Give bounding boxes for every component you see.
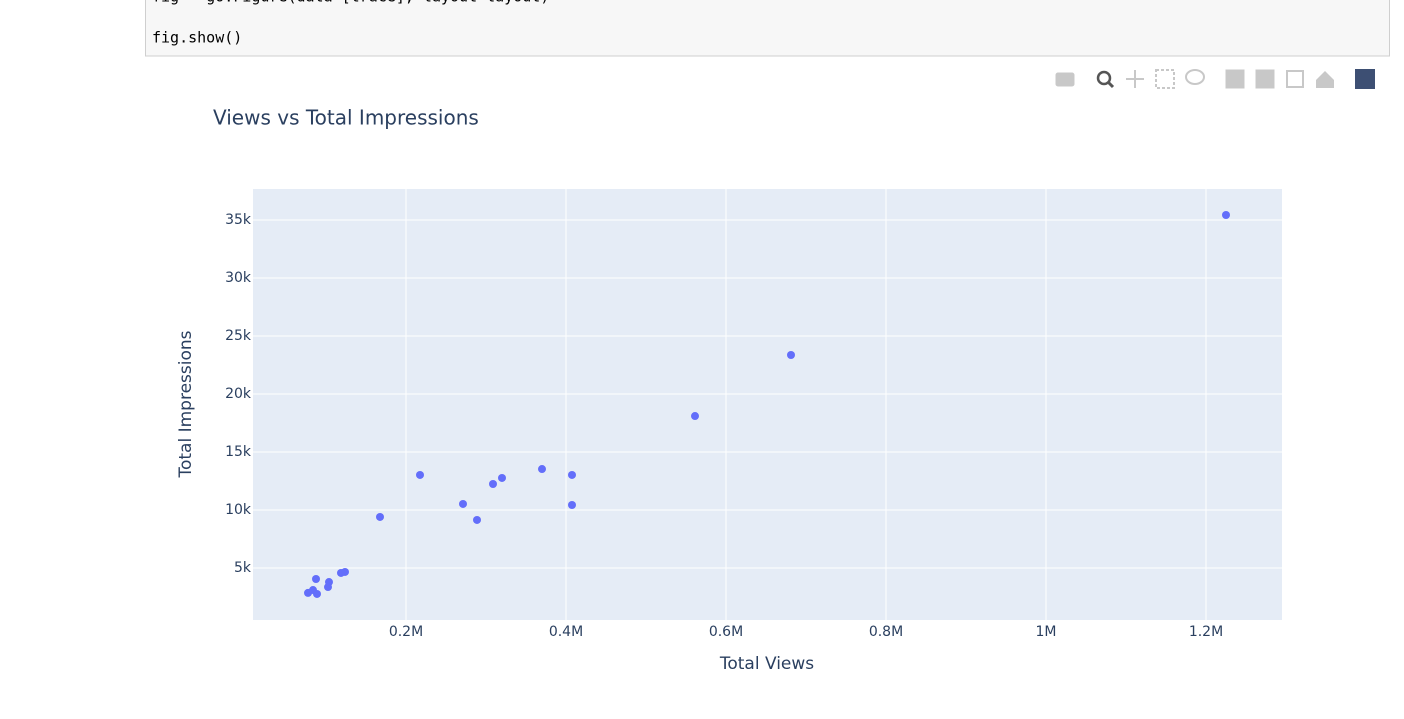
zoom-in-icon[interactable] — [1225, 69, 1245, 89]
point — [568, 501, 576, 510]
y-tick-label: 35k — [225, 212, 252, 228]
pan-icon[interactable] — [1126, 70, 1144, 88]
y-axis-title: Total Impressions — [176, 330, 196, 478]
x-tick-label: 0.4M — [549, 624, 583, 640]
y-tick-label: 10k — [225, 502, 252, 518]
y-tick-label: 15k — [225, 444, 252, 460]
point — [304, 588, 312, 597]
autoscale-icon[interactable] — [1286, 70, 1304, 88]
point — [312, 575, 320, 584]
code-line: fig = go.Figure(data=[trace], layout=lay… — [152, 0, 549, 6]
point — [337, 568, 345, 577]
point — [313, 589, 321, 598]
zoom-icon[interactable] — [1096, 70, 1112, 86]
point — [568, 470, 576, 479]
x-axis-title: Total Views — [719, 654, 814, 674]
camera-icon[interactable] — [1055, 72, 1075, 87]
code-cell[interactable] — [145, 0, 1390, 57]
plotly-logo[interactable] — [1355, 69, 1375, 89]
point — [473, 515, 481, 524]
chart-title: Views vs Total Impressions — [213, 106, 479, 130]
zoom-out-icon[interactable] — [1255, 69, 1275, 89]
reset-icon[interactable] — [1316, 71, 1334, 88]
point — [538, 465, 546, 474]
zoom-icon-handle — [1106, 80, 1115, 89]
modebar — [1055, 69, 1375, 89]
box-select-icon[interactable] — [1155, 69, 1175, 89]
x-tick-label: 1.2M — [1189, 624, 1223, 640]
y-tick-label: 5k — [234, 560, 252, 576]
point — [1222, 210, 1230, 219]
y-tick-label: 30k — [225, 270, 252, 286]
point — [459, 499, 467, 508]
point — [498, 473, 506, 482]
x-tick-label: 0.6M — [709, 624, 743, 640]
x-tick-label: 0.8M — [869, 624, 903, 640]
points — [304, 210, 1230, 598]
x-tick-label: 1M — [1036, 624, 1057, 640]
code-line: fig.show() — [152, 29, 242, 47]
point — [376, 512, 384, 521]
point — [691, 412, 699, 421]
y-tick-label: 20k — [225, 386, 252, 402]
point — [416, 470, 424, 479]
plot-area — [253, 189, 1282, 620]
grid — [253, 189, 1282, 620]
point — [787, 351, 795, 360]
point — [489, 480, 497, 489]
point — [324, 583, 332, 592]
x-tick-label: 0.2M — [389, 624, 423, 640]
y-tick-label: 25k — [225, 328, 252, 344]
lasso-icon[interactable] — [1185, 69, 1205, 85]
